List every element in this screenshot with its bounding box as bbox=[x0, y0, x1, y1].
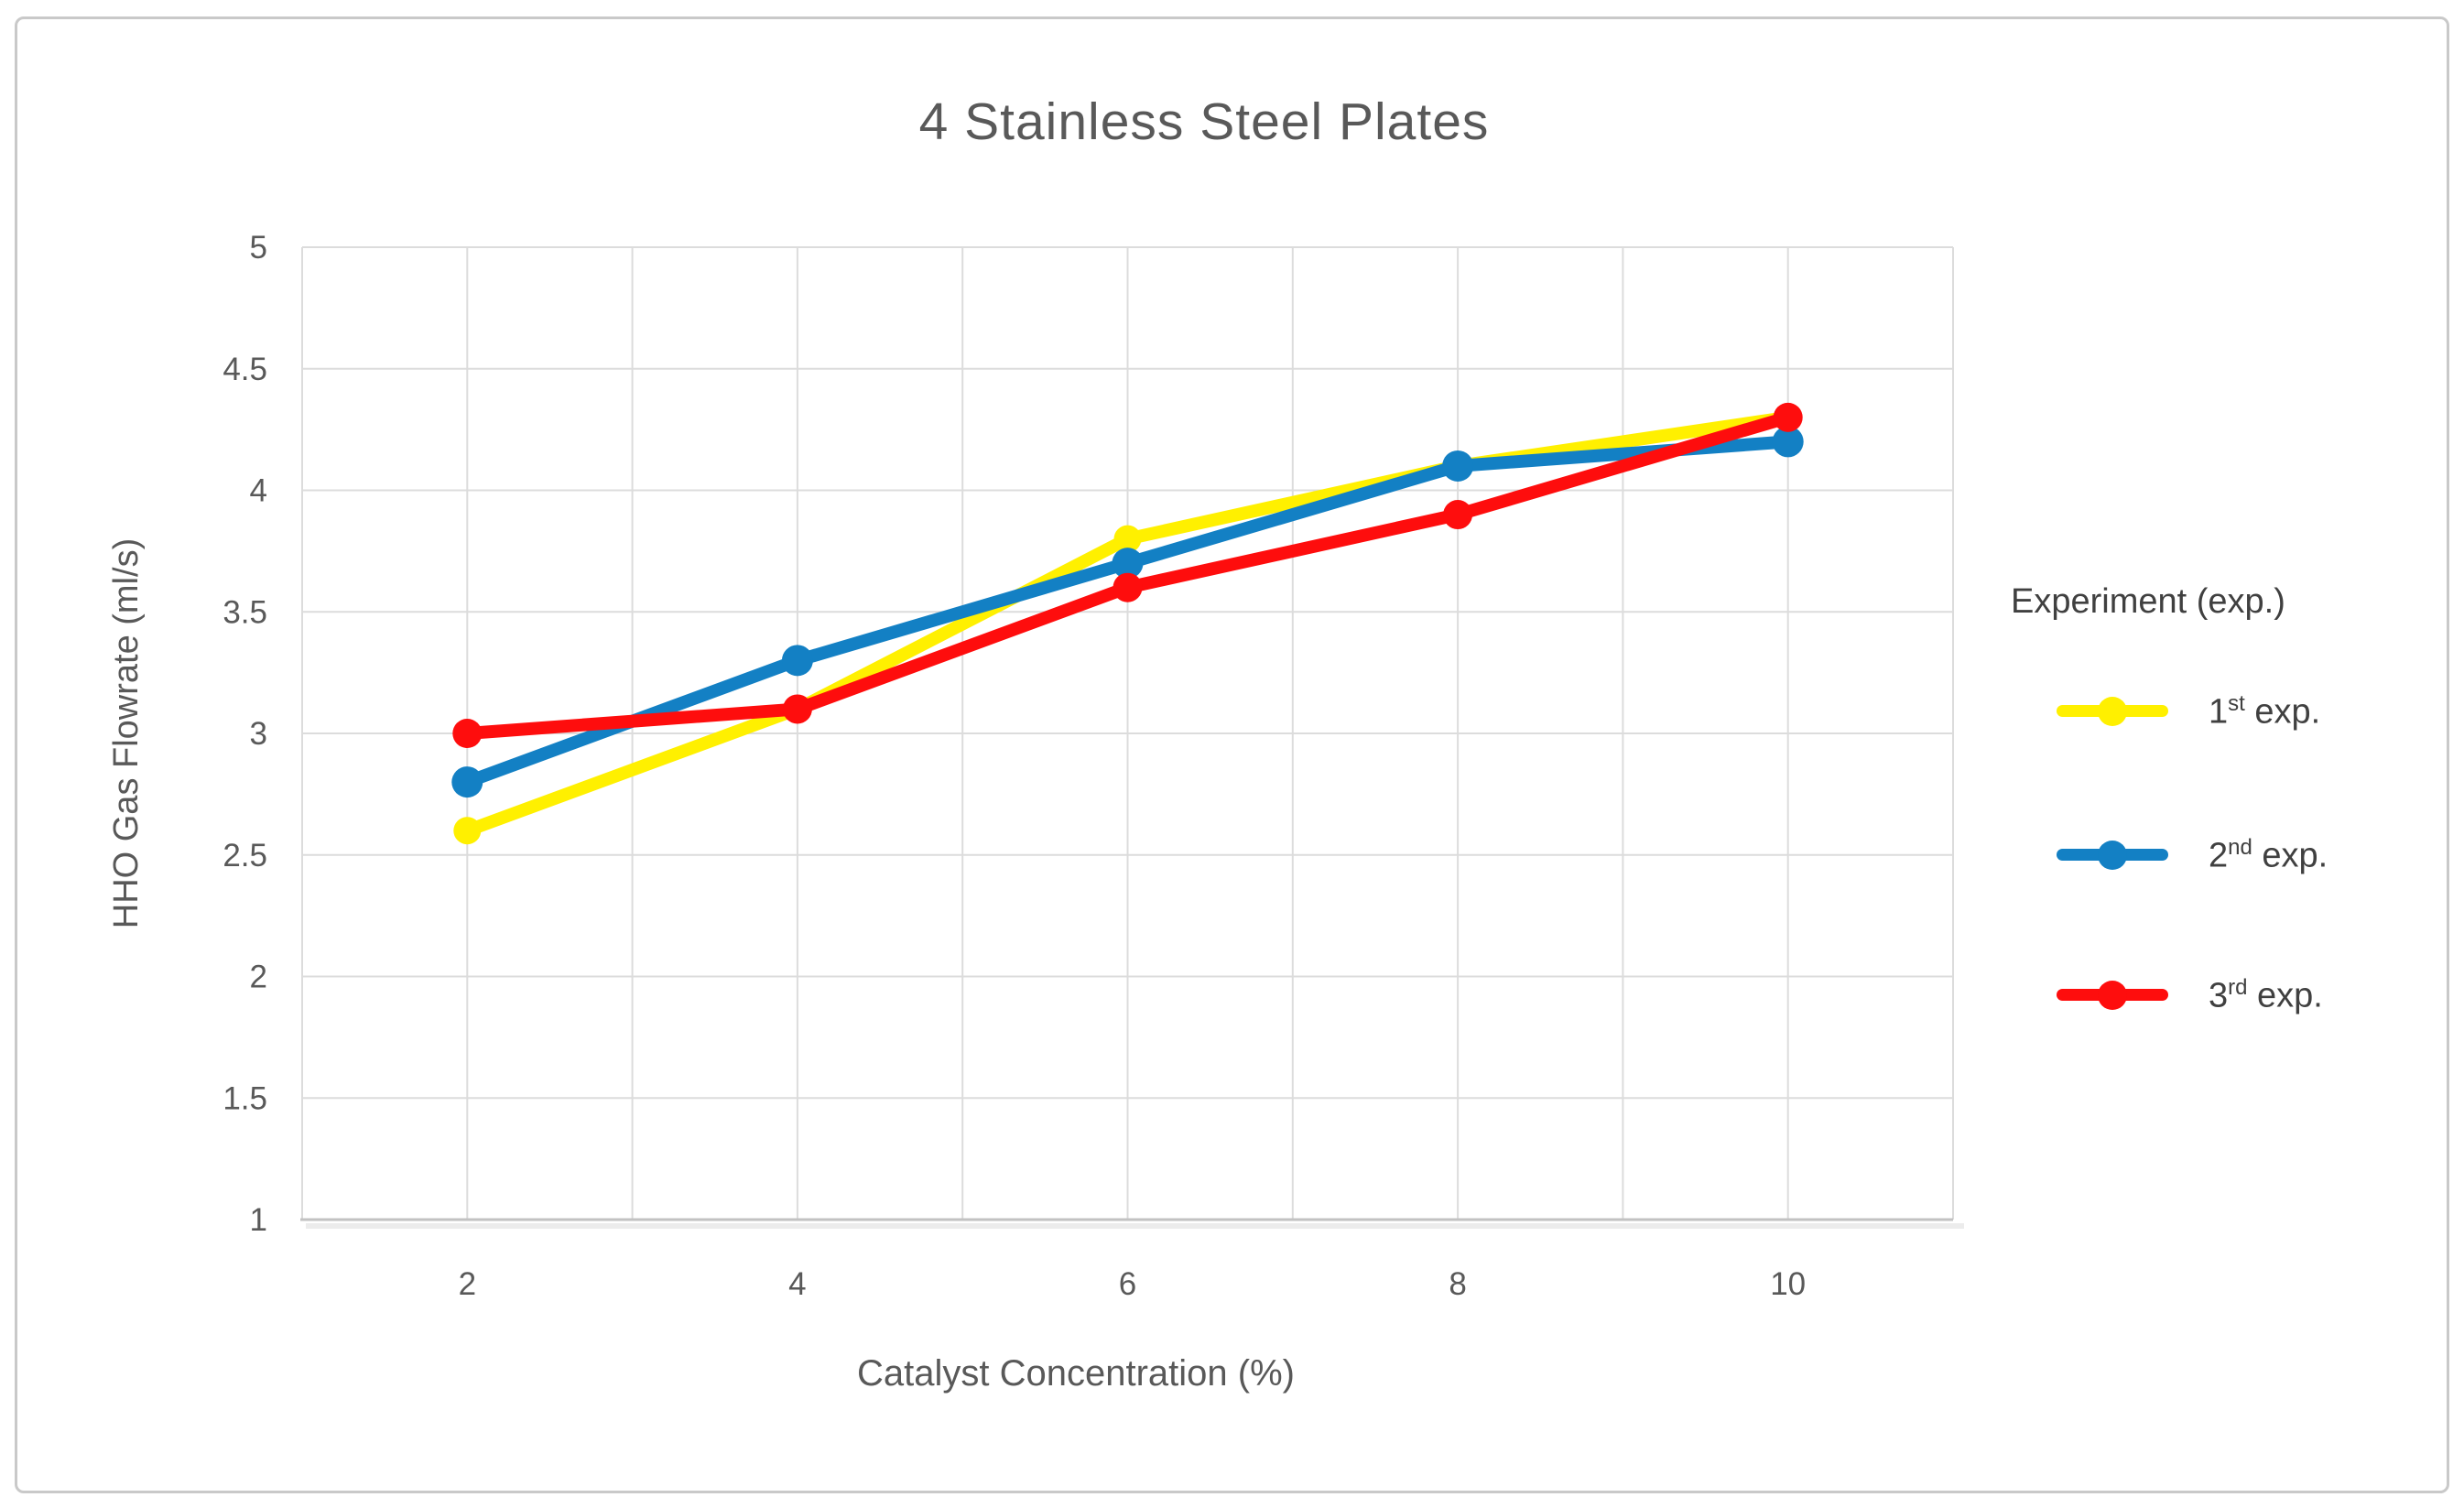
legend-label: 1st exp. bbox=[2209, 690, 2321, 732]
y-tick-label: 3.5 bbox=[223, 594, 267, 630]
legend-swatch-yellow bbox=[2057, 690, 2168, 732]
legend-item-2nd-exp: 2nd exp. bbox=[2057, 834, 2328, 876]
data-point-3rd-exp- bbox=[1113, 572, 1143, 602]
y-tick-label: 4 bbox=[250, 473, 267, 509]
data-point-1st-exp- bbox=[453, 817, 482, 845]
data-point-3rd-exp- bbox=[1443, 500, 1473, 530]
data-point-3rd-exp- bbox=[782, 694, 812, 724]
y-tick-label: 1 bbox=[250, 1202, 267, 1238]
x-tick-label: 6 bbox=[1119, 1266, 1136, 1302]
y-tick-label: 3 bbox=[250, 716, 267, 752]
legend-item-1st-exp: 1st exp. bbox=[2057, 690, 2320, 732]
legend-label: 2nd exp. bbox=[2209, 834, 2328, 875]
y-axis-title: HHO Gas Flowrate (ml/s) bbox=[107, 537, 146, 929]
x-axis-title: Catalyst Concentration (%) bbox=[857, 1353, 1295, 1394]
x-tick-label: 8 bbox=[1449, 1266, 1466, 1302]
y-tick-label: 2.5 bbox=[223, 838, 267, 873]
x-tick-label: 2 bbox=[459, 1266, 476, 1302]
legend-item-3rd-exp: 3rd exp. bbox=[2057, 974, 2323, 1016]
chart-title: 4 Stainless Steel Plates bbox=[918, 92, 1490, 151]
x-tick-label: 10 bbox=[1770, 1266, 1806, 1302]
data-point-2nd-exp- bbox=[1112, 548, 1144, 580]
data-point-3rd-exp- bbox=[1773, 402, 1803, 432]
y-tick-label: 5 bbox=[250, 230, 267, 266]
legend-marker-icon bbox=[2098, 841, 2127, 870]
data-point-2nd-exp- bbox=[1772, 426, 1804, 458]
chart-border bbox=[15, 16, 2449, 1493]
legend-swatch-red bbox=[2057, 974, 2168, 1016]
legend-marker-icon bbox=[2098, 697, 2127, 726]
x-tick-label: 4 bbox=[788, 1266, 806, 1302]
data-point-2nd-exp- bbox=[781, 645, 813, 677]
legend-marker-icon bbox=[2098, 981, 2127, 1010]
y-tick-label: 1.5 bbox=[223, 1080, 267, 1116]
data-point-2nd-exp- bbox=[1442, 450, 1474, 482]
legend-swatch-blue bbox=[2057, 834, 2168, 876]
y-tick-label: 2 bbox=[250, 960, 267, 995]
data-point-2nd-exp- bbox=[451, 766, 483, 798]
legend-title: Experiment (exp.) bbox=[2011, 582, 2285, 621]
y-tick-label: 4.5 bbox=[223, 352, 267, 387]
data-point-3rd-exp- bbox=[452, 719, 483, 748]
data-point-1st-exp- bbox=[1113, 525, 1142, 553]
legend-label: 3rd exp. bbox=[2209, 974, 2323, 1015]
